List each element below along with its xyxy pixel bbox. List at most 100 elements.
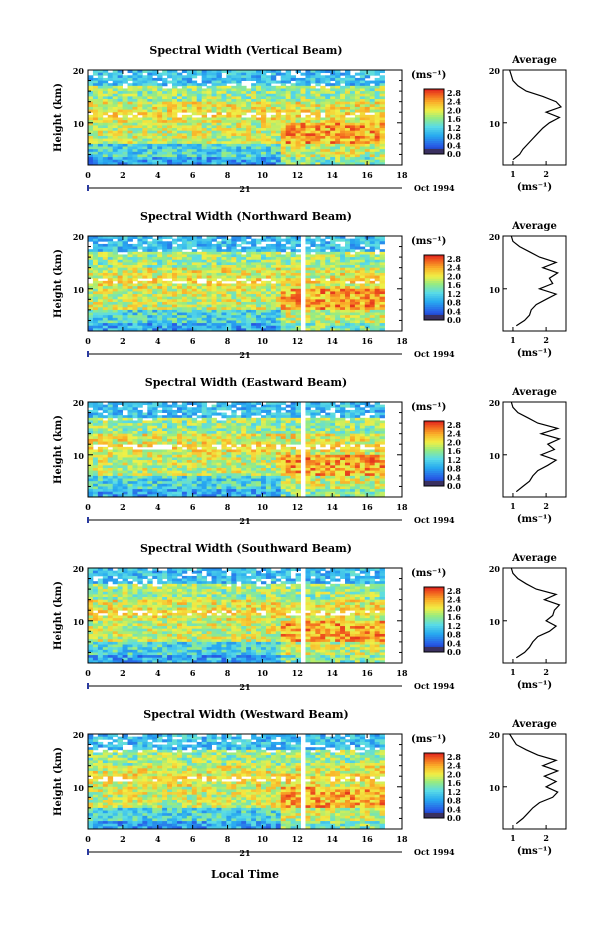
heatmap-cell — [92, 320, 99, 324]
heatmap-cell — [152, 299, 158, 303]
heatmap-cell — [251, 286, 257, 290]
heatmap-cell — [275, 238, 282, 242]
heatmap-cell — [127, 483, 133, 487]
heatmap-cell — [152, 291, 158, 295]
heatmap-cell — [97, 249, 104, 253]
heatmap-cell — [122, 259, 128, 263]
heatmap-cell — [186, 438, 193, 442]
heatmap-cell — [325, 296, 331, 300]
heatmap-cell — [137, 420, 143, 424]
heatmap-cell — [102, 93, 109, 97]
heatmap-cell — [265, 238, 272, 242]
heatmap-cell — [92, 275, 99, 279]
heatmap-cell — [147, 323, 153, 327]
heatmap-cell — [315, 262, 321, 266]
heatmap-cell — [246, 101, 252, 105]
heatmap-cell — [162, 135, 168, 140]
heatmap-cell — [191, 278, 198, 282]
heatmap-cell — [236, 320, 242, 324]
heatmap-cell — [345, 133, 351, 137]
heatmap-cell — [167, 112, 173, 116]
heatmap-cell — [92, 423, 99, 427]
heatmap-cell — [147, 157, 153, 161]
heatmap-cell — [191, 286, 198, 290]
heatmap-cell — [315, 159, 321, 163]
colorbar-label: 0.0 — [447, 149, 461, 159]
heatmap-cell — [186, 481, 193, 485]
heatmap-cell — [270, 128, 277, 132]
heatmap-cell — [191, 241, 198, 245]
heatmap-cell — [349, 249, 356, 253]
heatmap-cell — [295, 272, 301, 276]
heatmap-cell — [137, 489, 143, 493]
heatmap-cell — [97, 441, 104, 445]
heatmap-cell — [369, 299, 376, 303]
heatmap-cell — [280, 291, 287, 295]
colorbar-segment — [424, 136, 444, 140]
heatmap-cell — [226, 241, 232, 245]
heatmap-cell — [320, 99, 326, 103]
heatmap-cell — [176, 138, 183, 142]
heatmap-cell — [251, 301, 257, 306]
heatmap-cell — [211, 106, 217, 110]
plot-frame — [87, 235, 403, 332]
heatmap-cell — [325, 128, 331, 132]
heatmap-cell — [92, 104, 99, 108]
heatmap-cell — [320, 309, 326, 313]
heatmap-cell — [369, 133, 376, 137]
heatmap-cell — [265, 141, 272, 145]
heatmap-cell — [117, 154, 123, 158]
heatmap-cell — [310, 101, 316, 105]
heatmap-cell — [181, 489, 188, 493]
heatmap-cell — [345, 109, 351, 113]
heatmap-cell — [211, 125, 217, 129]
heatmap-cell — [315, 251, 321, 255]
heatmap-cell — [172, 249, 178, 253]
heatmap-cell — [270, 72, 277, 76]
heatmap-cell — [290, 309, 296, 313]
heatmap-cell — [117, 275, 123, 279]
heatmap-cell — [92, 93, 99, 97]
heatmap-cell — [270, 272, 277, 276]
heatmap-cell — [127, 101, 133, 105]
heatmap-cell — [354, 109, 361, 113]
heatmap-cell — [147, 286, 153, 290]
heatmap-cell — [236, 109, 242, 113]
heatmap-cell — [275, 246, 282, 250]
heatmap-cell — [157, 159, 163, 163]
heatmap-cell — [186, 317, 193, 321]
heatmap-cell — [142, 470, 148, 474]
heatmap-cell — [107, 415, 114, 419]
heatmap-cell — [152, 304, 158, 308]
heatmap-cell — [162, 280, 168, 284]
heatmap-cell — [162, 154, 168, 158]
heatmap-cell — [260, 138, 267, 142]
heatmap-cell — [112, 460, 119, 464]
heatmap-cell — [256, 304, 262, 308]
heatmap-cell — [320, 315, 326, 319]
heatmap-cell — [88, 465, 94, 469]
heatmap-cell — [196, 288, 203, 292]
heatmap-cell — [275, 91, 282, 95]
heatmap-cell — [147, 130, 153, 134]
heatmap-cell — [157, 441, 163, 445]
x-tick-label: 8 — [225, 336, 231, 346]
heatmap-cell — [231, 117, 237, 121]
heatmap-cell — [88, 483, 94, 487]
heatmap-cell — [246, 159, 252, 163]
colorbar-segment — [424, 296, 444, 299]
heatmap-cell — [127, 83, 133, 87]
heatmap-cell — [127, 299, 133, 303]
heatmap-cell — [256, 141, 262, 145]
heatmap-cell — [201, 149, 208, 153]
heatmap-cell — [221, 138, 227, 142]
heatmap-cell — [107, 441, 114, 445]
heatmap-cell — [260, 122, 267, 126]
heatmap-cell — [152, 494, 158, 498]
heatmap-cell — [236, 270, 242, 274]
colorbar-label: 0.4 — [447, 306, 461, 316]
colorbar-frame — [423, 254, 445, 321]
heatmap-cell — [132, 272, 138, 276]
heatmap-cell — [325, 299, 331, 303]
heatmap-cell — [206, 104, 212, 108]
